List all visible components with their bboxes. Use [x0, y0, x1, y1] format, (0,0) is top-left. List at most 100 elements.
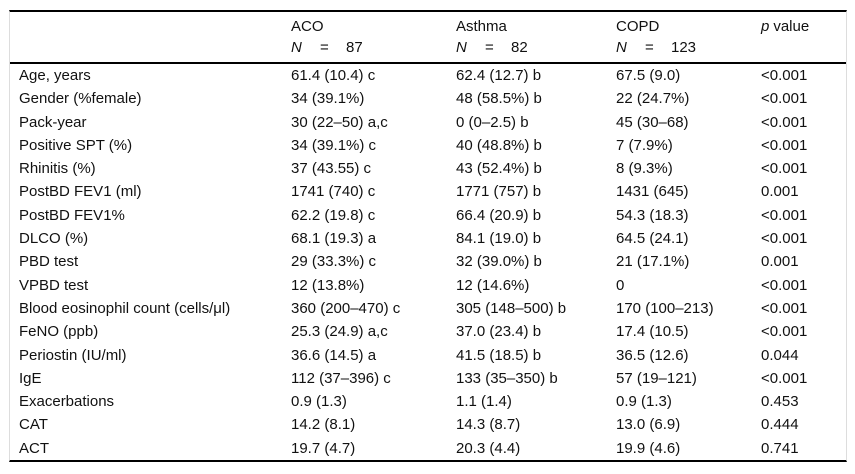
- p-value-cell: <0.001: [761, 276, 808, 294]
- p-value-cell: <0.001: [761, 323, 808, 341]
- p-value-cell: <0.001: [761, 230, 808, 248]
- row-label-cell: Blood eosinophil count (cells/μl): [19, 299, 231, 317]
- aco-value-cell: 36.6 (14.5) a: [291, 346, 377, 364]
- n-value: 82: [511, 39, 528, 56]
- copd-value-cell: 17.4 (10.5): [616, 323, 689, 341]
- copd-value-cell: 1431 (645): [616, 183, 689, 201]
- table-body: Age, years 61.4 (10.4) c 62.4 (12.7) b 6…: [10, 63, 846, 460]
- row-label-cell: Gender (%female): [19, 90, 142, 108]
- row-label-cell: Rhinitis (%): [19, 160, 96, 178]
- copd-value-cell: 21 (17.1%): [616, 253, 690, 271]
- p-value-cell: <0.001: [761, 113, 808, 131]
- group-name: Asthma: [456, 18, 507, 35]
- copd-value-cell: 57 (19–121): [616, 369, 697, 387]
- asthma-value-cell: 305 (148–500) b: [456, 299, 567, 317]
- group-name: ACO: [291, 18, 324, 35]
- table-row: PostBD FEV1% 62.2 (19.8) c 66.4 (20.9) b…: [10, 204, 846, 227]
- asthma-value-cell: 0 (0–2.5) b: [456, 113, 529, 131]
- asthma-value-cell: 48 (58.5%) b: [456, 90, 542, 108]
- p-value-header: p value: [761, 16, 846, 37]
- copd-value-cell: 7 (7.9%): [616, 136, 673, 154]
- n-label: N: [291, 39, 302, 56]
- row-label-cell: IgE: [19, 369, 42, 387]
- table-row: PBD test 29 (33.3%) c 32 (39.0%) b 21 (1…: [10, 250, 846, 273]
- copd-value-cell: 8 (9.3%): [616, 160, 673, 178]
- aco-value-cell: 0.9 (1.3): [291, 393, 347, 411]
- table-row: Gender (%female) 34 (39.1%) 48 (58.5%) b…: [10, 87, 846, 110]
- copd-value-cell: 22 (24.7%): [616, 90, 690, 108]
- row-label-cell: PostBD FEV1 (ml): [19, 183, 142, 201]
- asthma-value-cell: 32 (39.0%) b: [456, 253, 542, 271]
- copd-value-cell: 45 (30–68): [616, 113, 689, 131]
- asthma-value-cell: 40 (48.8%) b: [456, 136, 542, 154]
- aco-value-cell: 34 (39.1%) c: [291, 136, 377, 154]
- aco-value-cell: 68.1 (19.3) a: [291, 230, 377, 248]
- asthma-value-cell: 1771 (757) b: [456, 183, 542, 201]
- group-comparison-table: ACO N = 87 Asthma N = 82 COPD N = 123 p value: [10, 12, 846, 460]
- p-value-cell: <0.001: [761, 90, 808, 108]
- col-header-copd: COPD N = 123: [616, 12, 761, 64]
- asthma-value-cell: 20.3 (4.4): [456, 439, 521, 457]
- table-row: DLCO (%) 68.1 (19.3) a 84.1 (19.0) b 64.…: [10, 227, 846, 250]
- p-value-cell: 0.001: [761, 253, 799, 271]
- copd-value-cell: 0: [616, 276, 625, 294]
- copd-value-cell: 19.9 (4.6): [616, 439, 681, 457]
- asthma-value-cell: 41.5 (18.5) b: [456, 346, 542, 364]
- table-header: ACO N = 87 Asthma N = 82 COPD N = 123 p value: [10, 12, 846, 64]
- copd-value-cell: 54.3 (18.3): [616, 206, 689, 224]
- table-row: Pack-year 30 (22–50) a,c 0 (0–2.5) b 45 …: [10, 111, 846, 134]
- asthma-value-cell: 43 (52.4%) b: [456, 160, 542, 178]
- table-row: CAT 14.2 (8.1) 14.3 (8.7) 13.0 (6.9) 0.4…: [10, 413, 846, 436]
- comparison-table-container: ACO N = 87 Asthma N = 82 COPD N = 123 p value: [9, 10, 847, 463]
- row-label-cell: FeNO (ppb): [19, 323, 99, 341]
- row-label-cell: CAT: [19, 416, 48, 434]
- asthma-value-cell: 84.1 (19.0) b: [456, 230, 542, 248]
- p-value-cell: 0.741: [761, 439, 799, 457]
- copd-value-cell: 170 (100–213): [616, 299, 714, 317]
- col-header-empty: [10, 12, 291, 64]
- p-italic: p: [761, 18, 770, 35]
- row-label-cell: Age, years: [19, 67, 91, 84]
- col-header-asthma: Asthma N = 82: [456, 12, 616, 64]
- asthma-value-cell: 66.4 (20.9) b: [456, 206, 542, 224]
- aco-value-cell: 29 (33.3%) c: [291, 253, 377, 271]
- table-row: Age, years 61.4 (10.4) c 62.4 (12.7) b 6…: [10, 63, 846, 87]
- table-row: Rhinitis (%) 37 (43.55) c 43 (52.4%) b 8…: [10, 157, 846, 180]
- n-label: N: [456, 39, 467, 56]
- table-row: Exacerbations 0.9 (1.3) 1.1 (1.4) 0.9 (1…: [10, 390, 846, 413]
- table-row: IgE 112 (37–396) c 133 (35–350) b 57 (19…: [10, 367, 846, 390]
- asthma-value-cell: 37.0 (23.4) b: [456, 323, 542, 341]
- aco-value-cell: 14.2 (8.1): [291, 416, 356, 434]
- p-rest: value: [773, 18, 810, 35]
- aco-value-cell: 25.3 (24.9) a,c: [291, 323, 388, 341]
- table-row: Periostin (IU/ml) 36.6 (14.5) a 41.5 (18…: [10, 344, 846, 367]
- p-value-cell: 0.001: [761, 183, 799, 201]
- aco-value-cell: 61.4 (10.4) c: [291, 67, 376, 84]
- p-value-cell: <0.001: [761, 369, 808, 387]
- group-n: N = 123: [616, 37, 761, 58]
- aco-value-cell: 12 (13.8%): [291, 276, 365, 294]
- aco-value-cell: 1741 (740) c: [291, 183, 376, 201]
- asthma-value-cell: 12 (14.6%): [456, 276, 530, 294]
- equals-sign: =: [320, 39, 329, 56]
- table-row: Blood eosinophil count (cells/μl) 360 (2…: [10, 297, 846, 320]
- col-header-aco: ACO N = 87: [291, 12, 456, 64]
- row-label-cell: DLCO (%): [19, 230, 89, 248]
- aco-value-cell: 112 (37–396) c: [291, 369, 391, 387]
- copd-value-cell: 0.9 (1.3): [616, 393, 672, 411]
- asthma-value-cell: 133 (35–350) b: [456, 369, 558, 387]
- aco-value-cell: 30 (22–50) a,c: [291, 113, 388, 131]
- asthma-value-cell: 14.3 (8.7): [456, 416, 521, 434]
- table-row: PostBD FEV1 (ml) 1741 (740) c 1771 (757)…: [10, 180, 846, 203]
- copd-value-cell: 36.5 (12.6): [616, 346, 689, 364]
- p-value-cell: <0.001: [761, 299, 808, 317]
- equals-sign: =: [645, 39, 654, 56]
- row-label-cell: Pack-year: [19, 113, 87, 131]
- row-label-cell: Exacerbations: [19, 393, 115, 411]
- row-label-cell: Positive SPT (%): [19, 136, 133, 154]
- header-row: ACO N = 87 Asthma N = 82 COPD N = 123 p value: [10, 12, 846, 64]
- n-label: N: [616, 39, 627, 56]
- col-header-pvalue: p value: [761, 12, 846, 64]
- table-row: VPBD test 12 (13.8%) 12 (14.6%) 0 <0.001: [10, 274, 846, 297]
